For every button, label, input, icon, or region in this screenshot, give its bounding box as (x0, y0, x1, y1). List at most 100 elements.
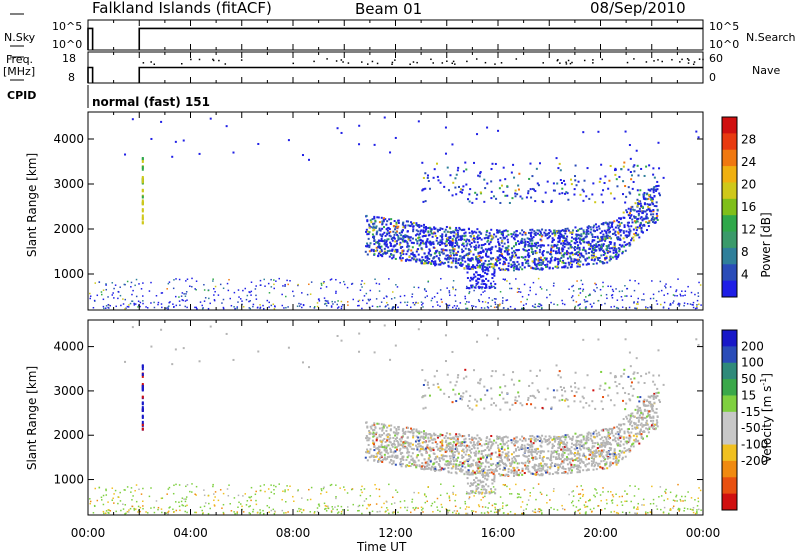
echo-cell (325, 491, 328, 493)
echo-cell (543, 437, 546, 440)
echo-cell (479, 379, 482, 382)
echo-cell (478, 251, 481, 254)
echo-cell (405, 441, 408, 444)
echo-cell (456, 440, 459, 443)
echo-cell (485, 277, 488, 280)
echo-cell (636, 189, 639, 192)
echo-cell (465, 301, 468, 303)
echo-cell (519, 402, 522, 405)
echo-cell (100, 291, 103, 293)
echo-cell (516, 446, 519, 449)
echo-cell (599, 384, 602, 387)
echo-cell (471, 264, 474, 267)
echo-cell (536, 267, 539, 270)
echo-cell (498, 450, 501, 453)
nave-point (592, 59, 594, 61)
echo-cell (647, 395, 650, 398)
echo-cell (643, 409, 646, 412)
echo-cell (632, 228, 635, 231)
echo-cell (575, 235, 578, 238)
echo-cell (624, 440, 627, 443)
echo-cell (593, 246, 596, 249)
echo-cell (445, 233, 448, 236)
echo-cell (579, 252, 582, 255)
echo-cell (335, 495, 337, 498)
echo-cell (529, 369, 532, 372)
echo-cell (471, 278, 474, 281)
echo-cell (406, 450, 409, 453)
echo-cell (454, 241, 457, 244)
echo-cell (316, 302, 319, 304)
echo-cell (587, 240, 590, 243)
echo-cell (563, 451, 566, 454)
echo-cell (627, 437, 630, 440)
echo-cell (603, 181, 606, 184)
echo-cell (605, 255, 608, 258)
echo-cell (434, 438, 437, 441)
echo-cell (402, 253, 405, 256)
echo-cell (557, 263, 560, 266)
echo-cell (504, 178, 507, 181)
echo-cell (373, 449, 376, 452)
echo-cell (496, 437, 499, 440)
echo-cell (490, 387, 493, 390)
echo-cell (549, 251, 552, 254)
echo-cell (485, 472, 488, 475)
echo-cell (623, 423, 626, 426)
echo-cell (655, 408, 658, 411)
echo-cell (585, 402, 588, 405)
nave-point (342, 61, 344, 63)
echo-cell (412, 461, 415, 464)
echo-cell (488, 232, 491, 235)
echo-cell (603, 444, 606, 447)
echo-cell (544, 191, 547, 194)
echo-cell (466, 238, 469, 241)
echo-cell (503, 512, 505, 514)
echo-cell (381, 239, 384, 242)
echo-cell (496, 462, 499, 465)
echo-cell (549, 261, 552, 264)
echo-cell (430, 434, 433, 437)
echo-cell (472, 253, 475, 256)
echo-cell (605, 234, 608, 237)
echo-cell (531, 175, 534, 178)
echo-cell (373, 235, 376, 238)
echo-cell (499, 408, 502, 411)
echo-cell (376, 249, 379, 252)
echo-cell (392, 245, 395, 248)
echo-cell (516, 399, 519, 402)
echo-cell (455, 446, 458, 449)
echo-cell (487, 235, 490, 238)
echo-cell (454, 443, 457, 446)
echo-cell (545, 464, 548, 467)
echo-cell (420, 453, 423, 456)
echo-cell (394, 434, 397, 437)
echo-cell (485, 460, 488, 463)
echo-cell (646, 217, 649, 220)
echo-cell (595, 432, 598, 435)
echo-cell (613, 232, 616, 235)
echo-cell (556, 304, 559, 306)
echo-cell (379, 229, 382, 232)
echo-cell (380, 444, 383, 447)
echo-cell (561, 235, 564, 238)
echo-cell (429, 242, 432, 245)
echo-cell (374, 426, 377, 429)
echo-cell (388, 455, 391, 458)
echo-cell (541, 468, 544, 471)
echo-cell (651, 406, 654, 409)
echo-cell (546, 440, 549, 443)
echo-cell (564, 434, 567, 437)
echo-cell (399, 462, 402, 465)
echo-cell (659, 194, 662, 197)
echo-cell (630, 412, 633, 415)
echo-cell (467, 404, 470, 407)
echo-cell (529, 232, 532, 235)
echo-cell (249, 496, 251, 499)
echo-cell (400, 460, 403, 463)
echo-cell (387, 452, 390, 455)
echo-cell (620, 451, 623, 454)
echo-cell (455, 472, 458, 475)
echo-cell (595, 226, 598, 229)
echo-cell (491, 442, 494, 445)
